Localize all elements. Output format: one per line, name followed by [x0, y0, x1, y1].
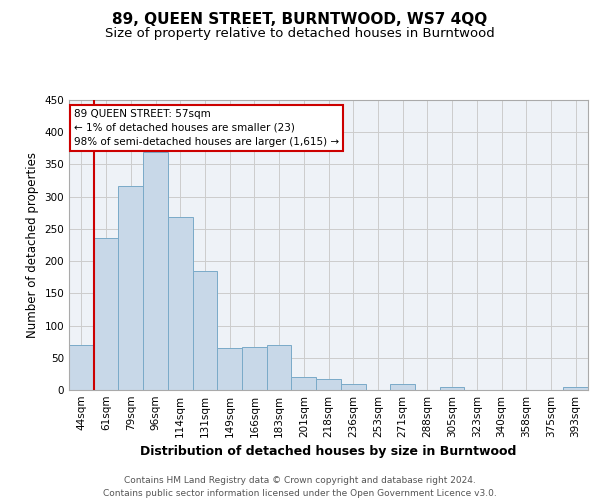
Bar: [143, 152, 168, 390]
Bar: [292, 377, 316, 390]
Text: 89 QUEEN STREET: 57sqm
← 1% of detached houses are smaller (23)
98% of semi-deta: 89 QUEEN STREET: 57sqm ← 1% of detached …: [74, 108, 340, 146]
Bar: [267, 345, 292, 390]
Bar: [69, 345, 94, 390]
Text: Size of property relative to detached houses in Burntwood: Size of property relative to detached ho…: [105, 28, 495, 40]
Bar: [341, 384, 365, 390]
Bar: [390, 384, 415, 390]
Text: Contains HM Land Registry data © Crown copyright and database right 2024.
Contai: Contains HM Land Registry data © Crown c…: [103, 476, 497, 498]
Bar: [94, 238, 118, 390]
Y-axis label: Number of detached properties: Number of detached properties: [26, 152, 39, 338]
Bar: [217, 348, 242, 390]
Bar: [563, 388, 588, 390]
X-axis label: Distribution of detached houses by size in Burntwood: Distribution of detached houses by size …: [140, 446, 517, 458]
Bar: [168, 218, 193, 390]
Bar: [193, 272, 217, 390]
Bar: [118, 186, 143, 390]
Text: 89, QUEEN STREET, BURNTWOOD, WS7 4QQ: 89, QUEEN STREET, BURNTWOOD, WS7 4QQ: [112, 12, 488, 28]
Bar: [316, 379, 341, 390]
Bar: [440, 387, 464, 390]
Bar: [242, 348, 267, 390]
